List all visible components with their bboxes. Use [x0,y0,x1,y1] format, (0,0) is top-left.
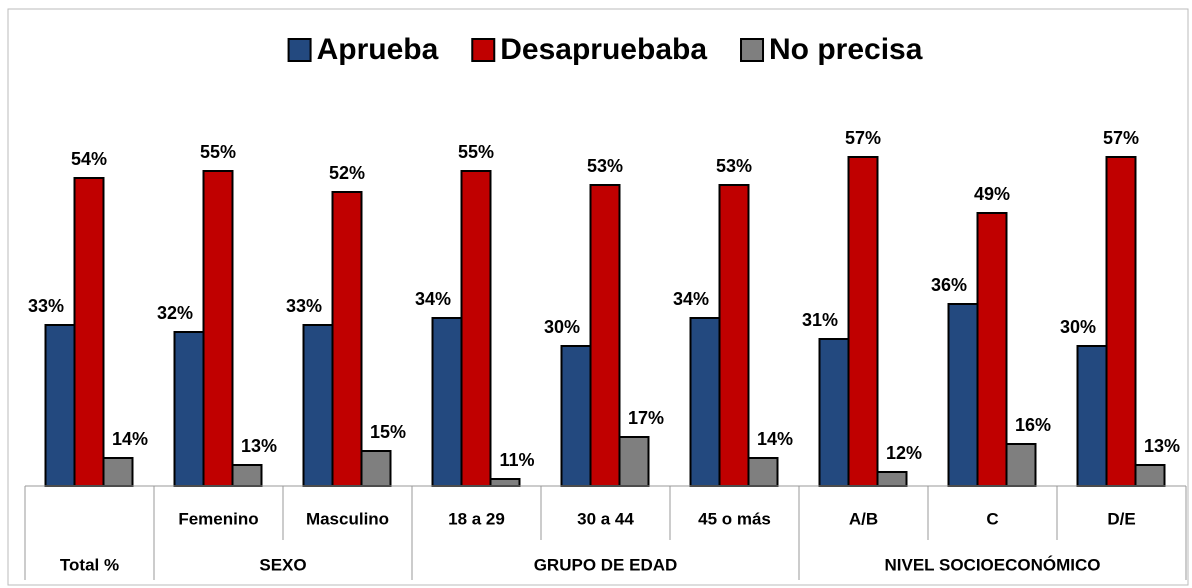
x-tick-label: D/E [1107,509,1135,528]
value-label: 17% [628,408,664,428]
legend-label: Desapruebaba [500,33,707,66]
value-label: 34% [673,289,709,309]
bar [747,457,779,487]
value-label: 16% [1015,415,1051,435]
value-label: 33% [286,296,322,316]
bar [431,317,463,487]
x-tick-label: 18 a 29 [448,509,505,528]
x-tick-label: 45 o más [698,509,771,528]
bar [718,184,750,487]
value-label: 30% [544,317,580,337]
legend-swatch [471,38,496,62]
group-label: GRUPO DE EDAD [534,555,678,574]
value-label: 14% [112,429,148,449]
value-label: 34% [415,289,451,309]
bar [360,450,392,487]
value-label: 11% [499,450,534,470]
value-label: 53% [587,156,623,176]
bar [489,478,521,487]
bar [1076,345,1108,487]
value-label: 49% [974,184,1010,204]
bar [618,436,650,487]
legend: Aprueba Desapruebaba No precisa [287,33,923,66]
value-label: 57% [845,128,881,148]
legend-label: No precisa [769,33,923,66]
group-label: SEXO [259,555,306,574]
bar [818,338,850,487]
value-label: 36% [931,275,967,295]
bar [1134,464,1166,487]
bar [460,170,492,487]
value-label: 32% [157,303,193,323]
value-label: 15% [370,422,406,442]
value-label: 13% [241,436,277,456]
bar [331,191,363,487]
value-label: 57% [1103,128,1139,148]
bar [689,317,721,487]
bar [947,303,979,487]
legend-item: Aprueba [287,33,439,66]
group-label: Total % [60,555,119,574]
group-label: NIVEL SOCIOECONÓMICO [885,555,1101,574]
bar [847,156,879,487]
value-label: 30% [1060,317,1096,337]
x-tick-label: Femenino [178,509,258,528]
bar [202,170,234,487]
bar [102,457,134,487]
value-label: 13% [1144,436,1180,456]
bar [1005,443,1037,487]
bar [44,324,76,487]
value-label: 52% [329,163,365,183]
value-label: 54% [71,149,107,169]
x-tick-label: Masculino [306,509,389,528]
legend-item: No precisa [740,33,923,66]
bar [302,324,334,487]
value-label: 12% [886,443,922,463]
value-label: 33% [28,296,64,316]
bar [976,212,1008,487]
bar [876,471,908,487]
bar [1105,156,1137,487]
value-label: 31% [802,310,838,330]
x-tick-label: A/B [849,509,878,528]
bar [173,331,205,487]
value-label: 55% [458,142,494,162]
legend-label: Aprueba [317,33,439,66]
legend-item: Desapruebaba [471,33,707,66]
legend-swatch [740,38,765,62]
value-label: 14% [757,429,793,449]
value-label: 55% [200,142,236,162]
bar [73,177,105,487]
x-tick-label: C [986,509,998,528]
x-tick-label: 30 a 44 [577,509,634,528]
bar [560,345,592,487]
bar [231,464,263,487]
value-label: 53% [716,156,752,176]
chart-border [7,8,1189,586]
legend-swatch [287,38,312,62]
bar [589,184,621,487]
